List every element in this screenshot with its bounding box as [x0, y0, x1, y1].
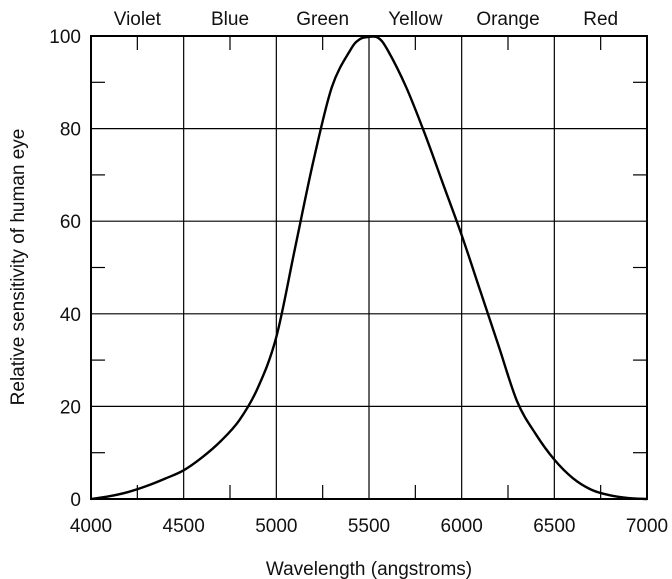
sensitivity-curve: [90, 35, 648, 501]
color-band-label: Orange: [476, 9, 539, 30]
x-tick-label: 7000: [626, 516, 668, 537]
y-tick-label: 0: [70, 490, 81, 511]
x-tick-labels: 4000 4500 5000 5500 6000 6500 7000: [70, 516, 668, 537]
color-band-labels: Violet Blue Green Yellow Orange Red: [114, 9, 618, 30]
y-tick-labels: 0 20 40 60 80 100: [49, 27, 81, 511]
x-tick-label: 6500: [533, 516, 575, 537]
color-band-label: Violet: [114, 9, 162, 30]
y-tick-label: 60: [60, 212, 81, 233]
x-tick-label: 6000: [441, 516, 483, 537]
color-band-label: Green: [296, 9, 349, 30]
color-band-label: Blue: [211, 9, 249, 30]
y-tick-label: 20: [60, 397, 81, 418]
grid-lines: [91, 36, 647, 499]
y-tick-label: 80: [60, 120, 81, 141]
axis-ticks: [91, 36, 647, 499]
x-axis-label: Wavelength (angstroms): [266, 559, 472, 579]
y-tick-label: 40: [60, 305, 81, 326]
plot-frame: [90, 35, 648, 500]
color-band-label: Yellow: [388, 9, 443, 30]
x-tick-label: 4000: [70, 516, 112, 537]
y-tick-label: 100: [49, 27, 81, 48]
x-tick-label: 4500: [163, 516, 205, 537]
x-tick-label: 5000: [255, 516, 297, 537]
color-band-label: Red: [583, 9, 618, 30]
y-axis-label: Relative sensitivity of human eye: [8, 129, 29, 406]
x-tick-label: 5500: [348, 516, 390, 537]
